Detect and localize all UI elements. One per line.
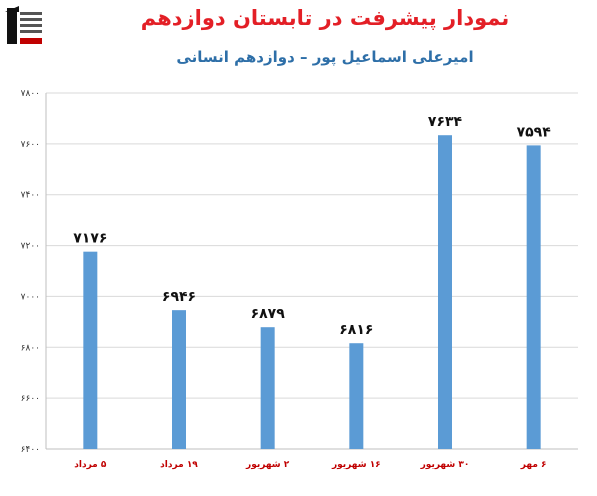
x-tick-label: ۱۶ شهریور [331,460,381,470]
bar [349,343,364,449]
y-tick-label: ۷۶۰۰ [21,140,40,150]
data-label: ۶۹۴۶ [162,289,196,305]
x-tick-label: ۱۹ مرداد [160,460,198,470]
chart-title: نمودار پیشرفت در تابستان دوازدهم [140,6,510,30]
y-tick-label: ۷۸۰۰ [21,89,40,99]
y-tick-label: ۷۴۰۰ [21,191,40,201]
school-logo [4,4,44,48]
y-tick-label: ۷۲۰۰ [21,242,40,252]
bar [526,145,541,449]
bar [438,135,452,449]
y-tick-label: ۶۸۰۰ [21,343,40,353]
x-tick-label: ۵ مرداد [74,460,107,470]
bar [260,327,275,449]
data-label: ۷۶۳۴ [428,114,463,130]
data-label: ۶۸۱۶ [339,322,373,338]
chart-subtitle: امیرعلی اسماعیل پور – دوازدهم انسانی [176,48,474,66]
x-tick-label: ۶ مهر [520,460,547,470]
x-tick-label: ۲ شهریور [245,460,290,470]
data-label: ۶۸۷۹ [251,306,286,322]
y-tick-label: ۶۴۰۰ [21,445,40,455]
bar [172,310,186,449]
data-label: ۷۱۷۶ [73,231,107,247]
y-tick-label: ۶۶۰۰ [21,394,40,404]
bar [83,251,98,449]
y-tick-label: ۷۰۰۰ [21,292,40,302]
data-label: ۷۵۹۴ [517,124,552,140]
x-tick-label: ۳۰ شهریور [420,460,470,470]
